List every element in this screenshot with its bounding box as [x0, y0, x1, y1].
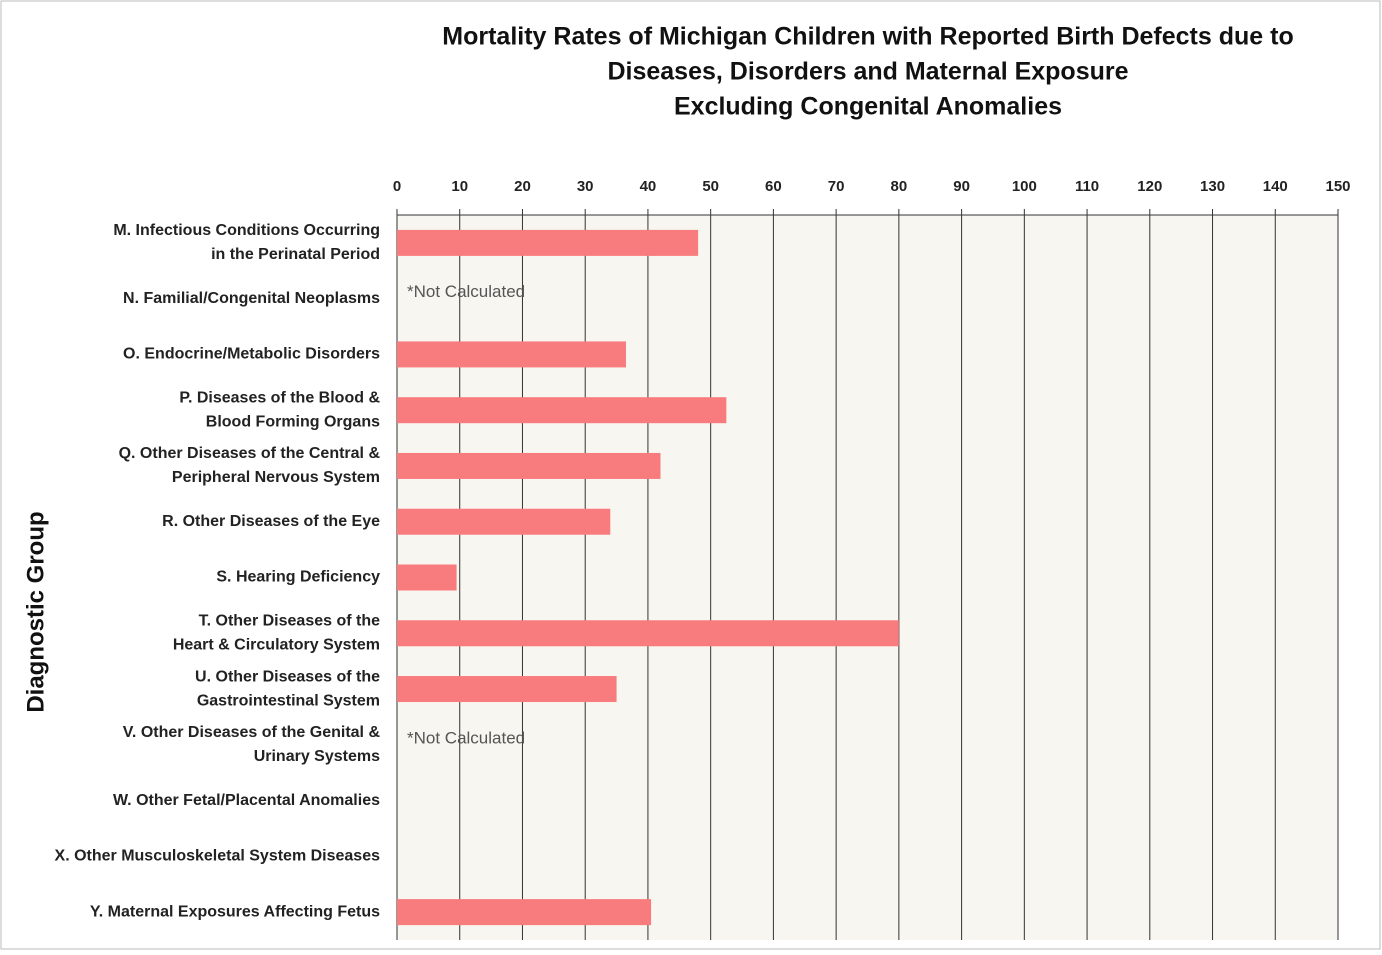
- y-tick-label: U. Other Diseases of the: [195, 668, 380, 685]
- bar: [397, 899, 652, 926]
- bar: [397, 564, 457, 591]
- bar: [397, 452, 661, 479]
- y-tick-label: W. Other Fetal/Placental Anomalies: [113, 792, 380, 809]
- bar: [397, 341, 626, 368]
- y-tick-label: in the Perinatal Period: [211, 246, 380, 263]
- chart-title: Excluding Congenital Anomalies: [674, 93, 1062, 121]
- x-tick-label: 100: [1012, 178, 1037, 195]
- x-tick-label: 60: [765, 178, 782, 195]
- x-tick-label: 150: [1325, 178, 1350, 195]
- chart-title: Diseases, Disorders and Maternal Exposur…: [607, 58, 1128, 86]
- y-tick-label: N. Familial/Congenital Neoplasms: [123, 290, 380, 307]
- y-tick-label: Gastrointestinal System: [197, 692, 380, 709]
- y-tick-label: Blood Forming Organs: [206, 413, 380, 430]
- y-tick-label: Heart & Circulatory System: [173, 636, 380, 653]
- x-tick-label: 110: [1075, 178, 1099, 195]
- bar: [397, 229, 699, 256]
- y-tick-label: O. Endocrine/Metabolic Disorders: [123, 346, 380, 363]
- y-tick-label: V. Other Diseases of the Genital &: [123, 724, 381, 741]
- x-tick-label: 80: [891, 178, 908, 195]
- y-tick-label: S. Hearing Deficiency: [216, 569, 380, 586]
- x-tick-label: 50: [702, 178, 719, 195]
- chart-title: Mortality Rates of Michigan Children wit…: [442, 23, 1293, 51]
- x-tick-label: 140: [1263, 178, 1288, 195]
- y-tick-label: X. Other Musculoskeletal System Diseases: [55, 848, 381, 865]
- annotation: *Not Calculated: [407, 282, 525, 301]
- y-tick-label: R. Other Diseases of the Eye: [162, 513, 380, 530]
- x-tick-label: 30: [577, 178, 594, 195]
- y-axis-label: Diagnostic Group: [22, 511, 49, 712]
- plot-area: [397, 215, 1338, 940]
- y-tick-label: Peripheral Nervous System: [172, 469, 380, 486]
- y-tick-label: T. Other Diseases of the: [199, 612, 380, 629]
- x-tick-label: 120: [1137, 178, 1162, 195]
- y-tick-label: M. Infectious Conditions Occurring: [113, 222, 380, 239]
- bar: [397, 508, 611, 535]
- bar: [397, 676, 617, 703]
- x-tick-label: 40: [640, 178, 657, 195]
- bar: [397, 397, 727, 424]
- x-tick-label: 130: [1200, 178, 1225, 195]
- x-tick-label: 70: [828, 178, 845, 195]
- y-tick-label: Urinary Systems: [254, 748, 380, 765]
- y-tick-label: Y. Maternal Exposures Affecting Fetus: [90, 903, 380, 920]
- bar: [397, 620, 899, 647]
- y-tick-label: Q. Other Diseases of the Central &: [119, 445, 381, 462]
- y-tick-label: P. Diseases of the Blood &: [179, 389, 380, 406]
- x-tick-label: 20: [514, 178, 531, 195]
- x-tick-label: 10: [451, 178, 468, 195]
- annotation: *Not Calculated: [407, 728, 525, 747]
- x-tick-label: 0: [393, 178, 401, 195]
- x-tick-label: 90: [953, 178, 970, 195]
